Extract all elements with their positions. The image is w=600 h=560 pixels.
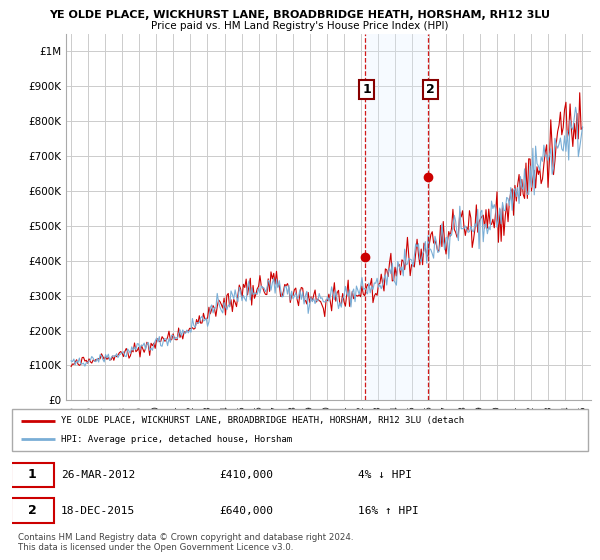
Text: 26-MAR-2012: 26-MAR-2012 bbox=[61, 470, 135, 480]
Text: HPI: Average price, detached house, Horsham: HPI: Average price, detached house, Hors… bbox=[61, 435, 292, 444]
FancyBboxPatch shape bbox=[12, 409, 588, 451]
Text: 16% ↑ HPI: 16% ↑ HPI bbox=[358, 506, 418, 516]
Text: 1: 1 bbox=[28, 468, 37, 481]
Text: £410,000: £410,000 bbox=[220, 470, 274, 480]
Text: 18-DEC-2015: 18-DEC-2015 bbox=[61, 506, 135, 516]
Text: 1: 1 bbox=[362, 83, 371, 96]
Bar bbox=[365, 34, 428, 400]
Text: YE OLDE PLACE, WICKHURST LANE, BROADBRIDGE HEATH, HORSHAM, RH12 3LU: YE OLDE PLACE, WICKHURST LANE, BROADBRID… bbox=[49, 10, 551, 20]
Text: £640,000: £640,000 bbox=[220, 506, 274, 516]
Text: YE OLDE PLACE, WICKHURST LANE, BROADBRIDGE HEATH, HORSHAM, RH12 3LU (detach: YE OLDE PLACE, WICKHURST LANE, BROADBRID… bbox=[61, 416, 464, 425]
Text: Contains HM Land Registry data © Crown copyright and database right 2024.: Contains HM Land Registry data © Crown c… bbox=[18, 533, 353, 542]
Text: Price paid vs. HM Land Registry's House Price Index (HPI): Price paid vs. HM Land Registry's House … bbox=[151, 21, 449, 31]
Text: This data is licensed under the Open Government Licence v3.0.: This data is licensed under the Open Gov… bbox=[18, 543, 293, 552]
Text: 2: 2 bbox=[426, 83, 434, 96]
FancyBboxPatch shape bbox=[11, 498, 54, 522]
Text: 2: 2 bbox=[28, 504, 37, 517]
FancyBboxPatch shape bbox=[11, 463, 54, 487]
Text: 4% ↓ HPI: 4% ↓ HPI bbox=[358, 470, 412, 480]
